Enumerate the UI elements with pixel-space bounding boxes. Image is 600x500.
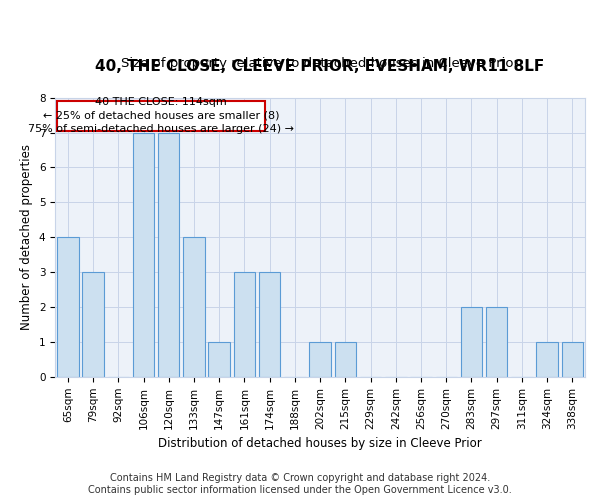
Bar bbox=[82, 272, 104, 377]
Title: Size of property relative to detached houses in Cleeve Prior: Size of property relative to detached ho… bbox=[121, 57, 519, 70]
Bar bbox=[536, 342, 558, 377]
Bar bbox=[57, 238, 79, 377]
Bar bbox=[158, 132, 179, 377]
Bar bbox=[486, 307, 508, 377]
Bar bbox=[310, 342, 331, 377]
Bar bbox=[335, 342, 356, 377]
Bar bbox=[208, 342, 230, 377]
Bar bbox=[133, 132, 154, 377]
Text: 40 THE CLOSE: 114sqm
← 25% of detached houses are smaller (8)
75% of semi-detach: 40 THE CLOSE: 114sqm ← 25% of detached h… bbox=[28, 98, 294, 134]
Bar bbox=[461, 307, 482, 377]
FancyBboxPatch shape bbox=[57, 100, 265, 131]
Bar bbox=[183, 238, 205, 377]
X-axis label: Distribution of detached houses by size in Cleeve Prior: Distribution of detached houses by size … bbox=[158, 437, 482, 450]
Bar bbox=[259, 272, 280, 377]
Y-axis label: Number of detached properties: Number of detached properties bbox=[20, 144, 34, 330]
Bar bbox=[234, 272, 255, 377]
Bar bbox=[562, 342, 583, 377]
Text: 40, THE CLOSE, CLEEVE PRIOR, EVESHAM, WR11 8LF: 40, THE CLOSE, CLEEVE PRIOR, EVESHAM, WR… bbox=[95, 59, 545, 74]
Text: Contains HM Land Registry data © Crown copyright and database right 2024.
Contai: Contains HM Land Registry data © Crown c… bbox=[88, 474, 512, 495]
